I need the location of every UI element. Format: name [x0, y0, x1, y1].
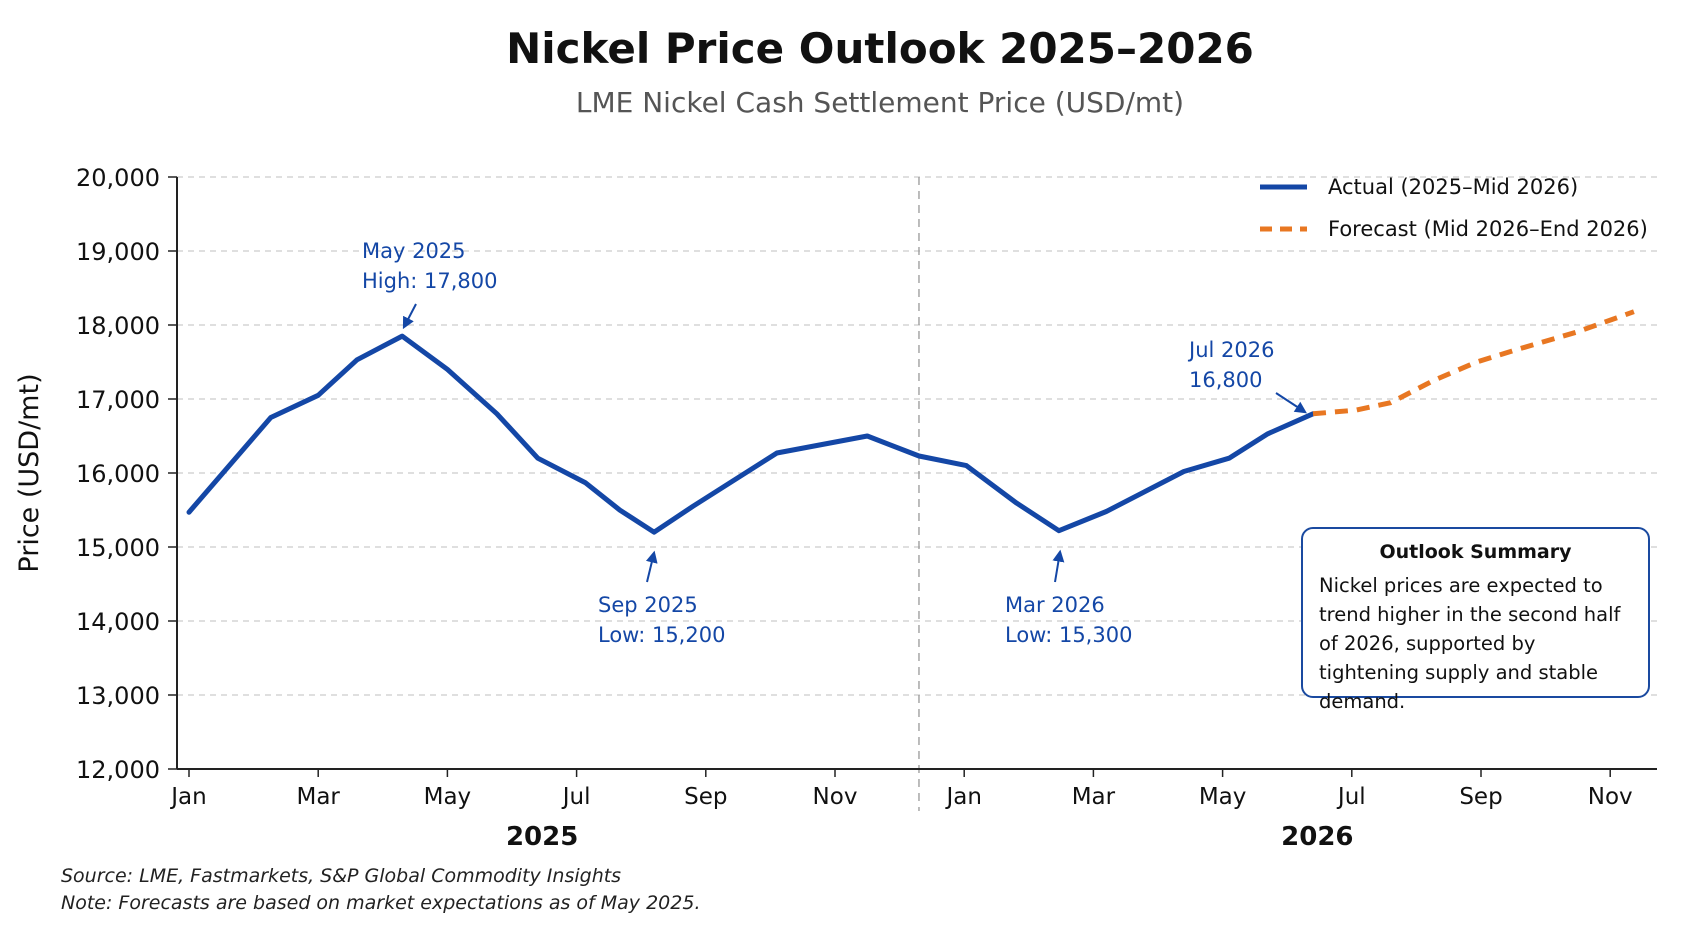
x-tick-label: Nov — [813, 784, 858, 810]
annotation-may-2025-line1: May 2025 — [362, 239, 466, 263]
x-tick-label: Sep — [1459, 784, 1502, 810]
x-tick-label: May — [424, 784, 472, 810]
x-tick-label: Jul — [1336, 784, 1366, 810]
legend-forecast-label: Forecast (Mid 2026–End 2026) — [1328, 217, 1648, 241]
annotation-may-2025-line2: High: 17,800 — [362, 269, 498, 293]
annotation-arrow-mar-2026 — [1052, 549, 1065, 583]
y-tick-label: 19,000 — [76, 238, 160, 266]
year-label: 2025 — [506, 822, 578, 852]
outlook-summary-box: Outlook Summary Nickel prices are expect… — [1301, 527, 1650, 713]
x-tick-label: Mar — [296, 784, 340, 810]
series-actual-line — [186, 333, 1316, 535]
x-tick-label: May — [1199, 784, 1247, 810]
y-tick-label: 14,000 — [76, 608, 160, 636]
x-tick-label: Jul — [561, 784, 591, 810]
y-axis-label: Price (USD/mt) — [14, 373, 45, 572]
annotation-jul-2026-line1: Jul 2026 — [1187, 338, 1274, 362]
y-tick-label: 12,000 — [76, 756, 160, 784]
annotation-sep-2025-line1: Sep 2025 — [598, 593, 698, 617]
footer-note: Note: Forecasts are based on market expe… — [61, 892, 700, 914]
y-tick-label: 17,000 — [76, 386, 160, 414]
y-tick-label: 18,000 — [76, 312, 160, 340]
series-forecast-line — [1312, 309, 1635, 417]
x-tick-label: Jan — [944, 784, 981, 810]
annotation-mar-2026-line2: Low: 15,300 — [1005, 623, 1132, 647]
annotations: May 2025 High: 17,800 Sep 2025 Low: 15,2… — [362, 239, 1274, 647]
annotation-arrow-sep-2025 — [645, 550, 658, 583]
annotation-arrow-may-2025 — [402, 303, 417, 330]
annotation-mar-2026-line1: Mar 2026 — [1005, 593, 1105, 617]
annotation-sep-2025-line2: Low: 15,200 — [598, 623, 725, 647]
annotation-arrow-jul-2026 — [1275, 392, 1308, 414]
legend-actual-label: Actual (2025–Mid 2026) — [1328, 175, 1578, 199]
annotation-jul-2026-line2: 16,800 — [1189, 368, 1262, 392]
y-tick-label: 13,000 — [76, 682, 160, 710]
x-tick-label: Sep — [684, 784, 727, 810]
y-tick-label: 15,000 — [76, 534, 160, 562]
x-tick-label: Mar — [1072, 784, 1116, 810]
outlook-summary-text: Nickel prices are expected to trend high… — [1319, 574, 1621, 713]
outlook-summary-title: Outlook Summary — [1379, 541, 1572, 563]
y-tick-label: 16,000 — [76, 460, 160, 488]
footer-source: Source: LME, Fastmarkets, S&P Global Com… — [61, 865, 621, 887]
chart-title: Nickel Price Outlook 2025–2026 — [506, 24, 1254, 73]
x-tick-label: Jan — [169, 784, 206, 810]
legend: Actual (2025–Mid 2026) Forecast (Mid 202… — [1260, 175, 1648, 241]
chart-subtitle: LME Nickel Cash Settlement Price (USD/mt… — [576, 86, 1184, 119]
year-label: 2026 — [1281, 822, 1353, 852]
y-tick-label: 20,000 — [76, 164, 160, 192]
x-tick-label: Nov — [1588, 784, 1633, 810]
